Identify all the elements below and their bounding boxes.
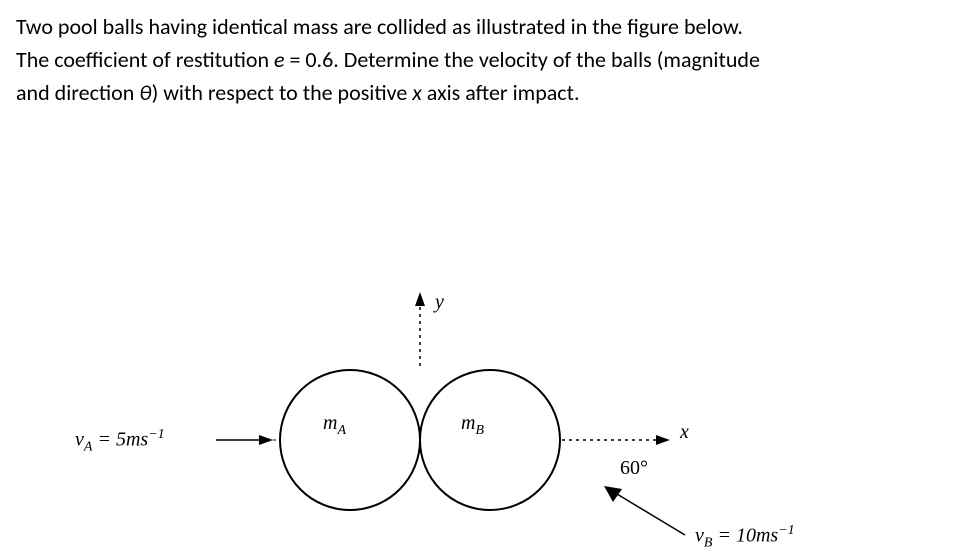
- y-axis-label: y: [433, 291, 444, 313]
- var-theta: θ: [139, 79, 151, 106]
- velocity-a-label: vA = 5ms−1: [75, 427, 165, 456]
- text-line2a: The coefficient of restitution: [16, 46, 274, 73]
- x-axis-arrowhead: [656, 435, 670, 445]
- mass-b-label: mB: [461, 412, 484, 439]
- y-axis-arrowhead: [415, 292, 425, 306]
- x-axis-label: x: [679, 421, 689, 443]
- var-x: x: [412, 79, 422, 106]
- ball-a: [280, 370, 420, 510]
- problem-statement: Two pool balls having identical mass are…: [0, 0, 959, 109]
- physics-figure: y x mA mB vA = 5ms−1 60° vB = 10ms−: [0, 150, 959, 540]
- vB-arrow-line: [612, 491, 685, 535]
- text-line2b: = 0.6. Determine the velocity of the bal…: [285, 46, 760, 73]
- text-line3b: ) with respect to the positive: [152, 79, 413, 106]
- ball-b: [420, 370, 560, 510]
- velocity-b-label: vB = 10ms−1: [695, 523, 795, 552]
- text-line1: Two pool balls having identical mass are…: [16, 13, 743, 40]
- var-e: e: [274, 46, 285, 73]
- vB-arrow-head: [604, 486, 622, 502]
- mass-a-label: mA: [323, 412, 346, 439]
- text-line3c: axis after impact.: [422, 79, 580, 106]
- angle-label: 60°: [620, 457, 648, 480]
- text-line3a: and direction: [16, 79, 139, 106]
- vA-arrow-head: [259, 435, 273, 445]
